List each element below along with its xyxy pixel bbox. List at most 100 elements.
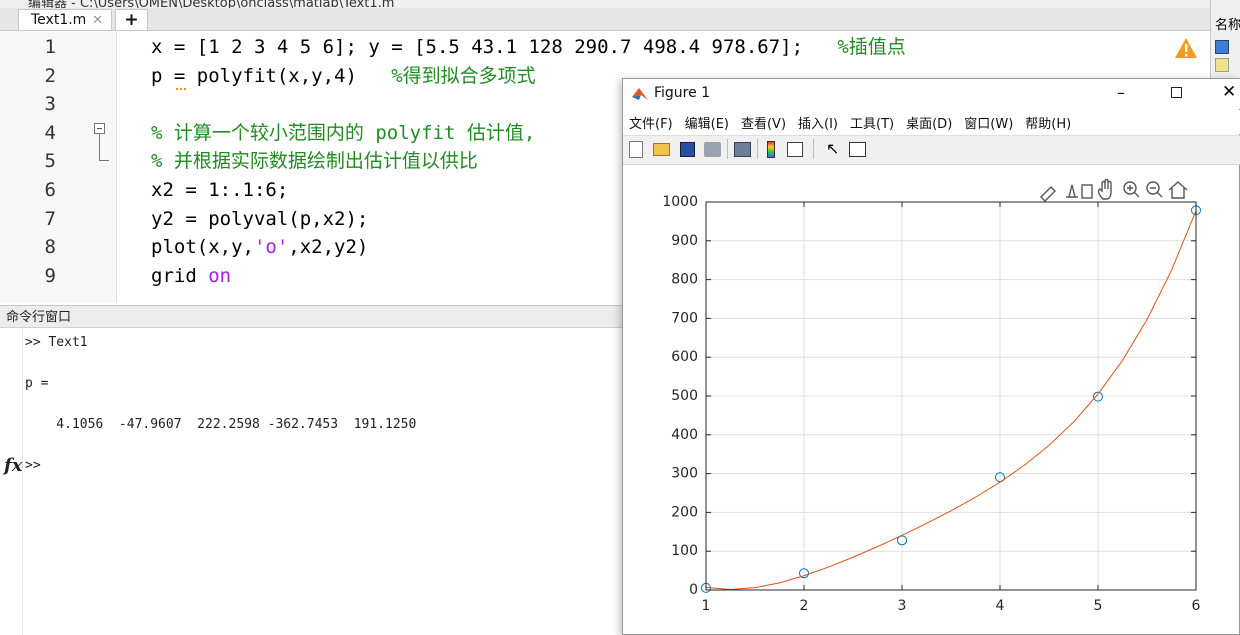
code-token: 'o'	[253, 236, 289, 259]
separator	[727, 139, 728, 159]
tool-home[interactable]	[1168, 181, 1188, 199]
tool-colorbar[interactable]	[767, 141, 775, 158]
code-text: % 并根据实际数据绘制出估计值以供比	[151, 147, 478, 176]
file-tab[interactable]: Text1.m ✕	[18, 9, 112, 30]
close-button[interactable]: ✕	[1222, 82, 1237, 102]
window-title: 编辑器 - C:\Users\OMEN\Desktop\onclass\matl…	[28, 0, 395, 8]
y-tick-label: 500	[671, 388, 698, 404]
tool-pan[interactable]	[1097, 178, 1112, 200]
y-tick-label: 900	[671, 233, 698, 249]
new-tab[interactable]: +	[115, 9, 148, 30]
menu-item[interactable]: 窗口(W)	[964, 116, 1014, 132]
code-text: y2 = polyval(p,x2);	[151, 205, 368, 234]
tool-save[interactable]	[680, 142, 695, 157]
code-token: p = polyfit(x,y,4)	[151, 64, 392, 87]
tool-new[interactable]	[629, 141, 643, 158]
code-line: 6 x2 = 1:.1:6;	[0, 176, 1200, 205]
data-point	[1093, 391, 1103, 402]
line-number: 3	[44, 93, 56, 116]
menu-item[interactable]: 桌面(D)	[906, 116, 953, 132]
menu-item[interactable]: 插入(I)	[798, 116, 839, 132]
minimize-button[interactable]: –	[1117, 83, 1125, 102]
code-line: 8 plot(x,y,'o',x2,y2)	[0, 233, 1200, 262]
menu-item[interactable]: 查看(V)	[740, 116, 787, 132]
fx-button[interactable]: fx	[4, 455, 23, 476]
x-tick-label: 1	[702, 598, 711, 614]
code-line: 4 % 计算一个较小范围内的 polyfit 估计值,	[0, 119, 1200, 148]
tool-legend[interactable]	[787, 142, 803, 157]
command-gutter	[0, 329, 23, 635]
code-token: y2 = polyval(p,x2);	[151, 207, 369, 230]
tab-bar: Text1.m ✕ +	[0, 8, 1210, 31]
tool-select[interactable]: ↖	[826, 139, 840, 158]
data-line	[705, 210, 1197, 590]
tool-edit[interactable]	[1081, 184, 1093, 199]
code-text: plot(x,y,'o',x2,y2)	[151, 233, 368, 262]
fold-toggle[interactable]	[94, 123, 105, 134]
line-number: 5	[44, 150, 56, 173]
menu-item[interactable]: 文件(F)	[629, 116, 673, 132]
tool-zoom-in[interactable]	[1123, 181, 1137, 195]
y-tick-label: 100	[671, 543, 698, 559]
menu-item[interactable]: 工具(T)	[850, 116, 895, 132]
data-point	[799, 568, 809, 579]
line-number: 6	[44, 179, 56, 201]
column-header[interactable]: 名称	[1215, 18, 1240, 33]
figure-title: Figure 1	[654, 85, 711, 101]
warning-underline	[176, 84, 186, 90]
line-number: 4	[44, 121, 56, 144]
line-number: 8	[44, 236, 56, 259]
code-line: 7 y2 = polyval(p,x2);	[0, 205, 1200, 234]
figure-toolbar: ↖	[623, 135, 1240, 165]
command-line: >> Text1	[25, 335, 88, 350]
logo-shape	[632, 95, 641, 100]
tool-link[interactable]	[734, 142, 751, 157]
code-token: %得到拟合多项式	[391, 64, 536, 87]
tool-zoom-out-glyph	[1150, 187, 1163, 198]
tool-brush[interactable]	[1040, 186, 1056, 202]
command-window[interactable]	[0, 329, 622, 635]
x-tick-label: 6	[1192, 598, 1201, 614]
y-tick-label: 400	[671, 427, 698, 443]
chart: 1 2 3 4 5 6 0 100 200 300 400 500 600 700 800 900 1000	[662, 178, 1201, 614]
y-tick-label: 700	[671, 310, 698, 326]
code-token: ,x2,y2)	[288, 236, 369, 259]
variable-icon	[1215, 40, 1229, 54]
axes-toolbar	[1040, 178, 1188, 202]
tab-label: Text1.m	[31, 12, 87, 28]
tool-zoom-in-glyph	[1127, 185, 1140, 198]
tool-open[interactable]	[653, 143, 670, 156]
logo-shape	[632, 88, 648, 100]
y-tick-label: 1000	[662, 194, 698, 210]
line-number: 1	[44, 36, 56, 58]
separator	[813, 139, 814, 159]
code-text: x = [1 2 3 4 5 6]; y = [5.5 43.1 128 290…	[151, 33, 906, 62]
close-tab[interactable]: ✕	[92, 13, 103, 28]
code-token: % 并根据实际数据绘制出估计值以供比	[151, 150, 478, 173]
code-line: 2 p = polyfit(x,y,4) %得到拟合多项式	[0, 62, 1200, 91]
menu-item[interactable]: 帮助(H)	[1025, 116, 1072, 132]
tool-print[interactable]	[704, 142, 721, 157]
line-number: 2	[44, 64, 56, 87]
prompt: >>	[25, 458, 41, 473]
tool-datatip[interactable]	[1066, 184, 1078, 198]
y-tick-label: 300	[671, 466, 698, 482]
figure-title-bar: Figure 1 – ✕	[623, 79, 1240, 109]
variable-icon	[1215, 58, 1229, 72]
separator	[757, 139, 758, 159]
code-token: grid	[151, 264, 209, 287]
maximize-button[interactable]	[1171, 87, 1182, 98]
tool-property[interactable]	[849, 142, 866, 157]
warning-icon[interactable]	[1174, 36, 1198, 60]
line-number: 9	[44, 264, 56, 287]
tool-zoom-out[interactable]	[1146, 181, 1160, 195]
code-line: 5 % 并根据实际数据绘制出估计值以供比	[0, 147, 1200, 176]
figure-window: Figure 1 – ✕ 文件(F) 编辑(E) 查看(V) 插入(I) 工具(T) 桌面…	[622, 78, 1240, 635]
code-text: grid on	[151, 262, 231, 291]
code-text: x2 = 1:.1:6;	[151, 176, 288, 205]
menu-item[interactable]: 编辑(E)	[684, 116, 729, 132]
code-line: 1 x = [1 2 3 4 5 6]; y = [5.5 43.1 128 29…	[0, 33, 1200, 62]
x-tick-label: 4	[996, 598, 1005, 614]
line-gutter	[0, 31, 117, 303]
x-tick-label: 5	[1094, 598, 1103, 614]
